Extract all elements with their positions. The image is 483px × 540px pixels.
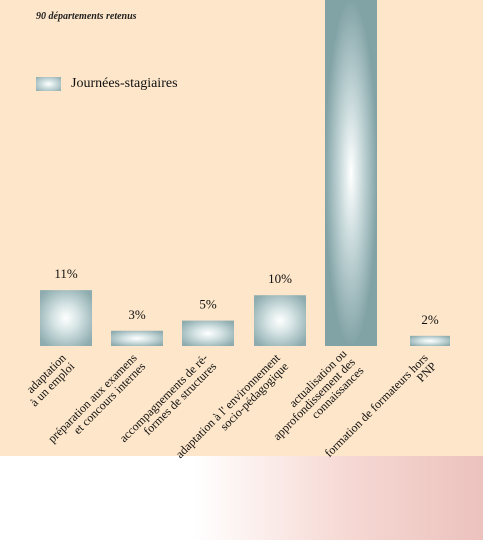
bar-3 (182, 320, 234, 346)
value-label-1: 11% (54, 266, 78, 281)
value-label-2: 3% (128, 307, 146, 322)
legend-swatch (36, 77, 61, 91)
value-label-6: 2% (421, 312, 439, 327)
chart-subtitle: 90 départements retenus (36, 11, 137, 22)
bar-4 (254, 295, 306, 346)
bar-2 (111, 330, 163, 346)
legend: Journées-stagiaires (36, 76, 178, 92)
value-label-4: 10% (268, 271, 292, 286)
plot-background (0, 0, 483, 456)
legend-label: Journées-stagiaires (71, 76, 178, 91)
bar-1 (40, 290, 92, 346)
value-label-3: 5% (199, 297, 217, 312)
label-band-background (0, 456, 483, 540)
bar-6 (410, 335, 450, 346)
bar-5 (325, 0, 377, 346)
